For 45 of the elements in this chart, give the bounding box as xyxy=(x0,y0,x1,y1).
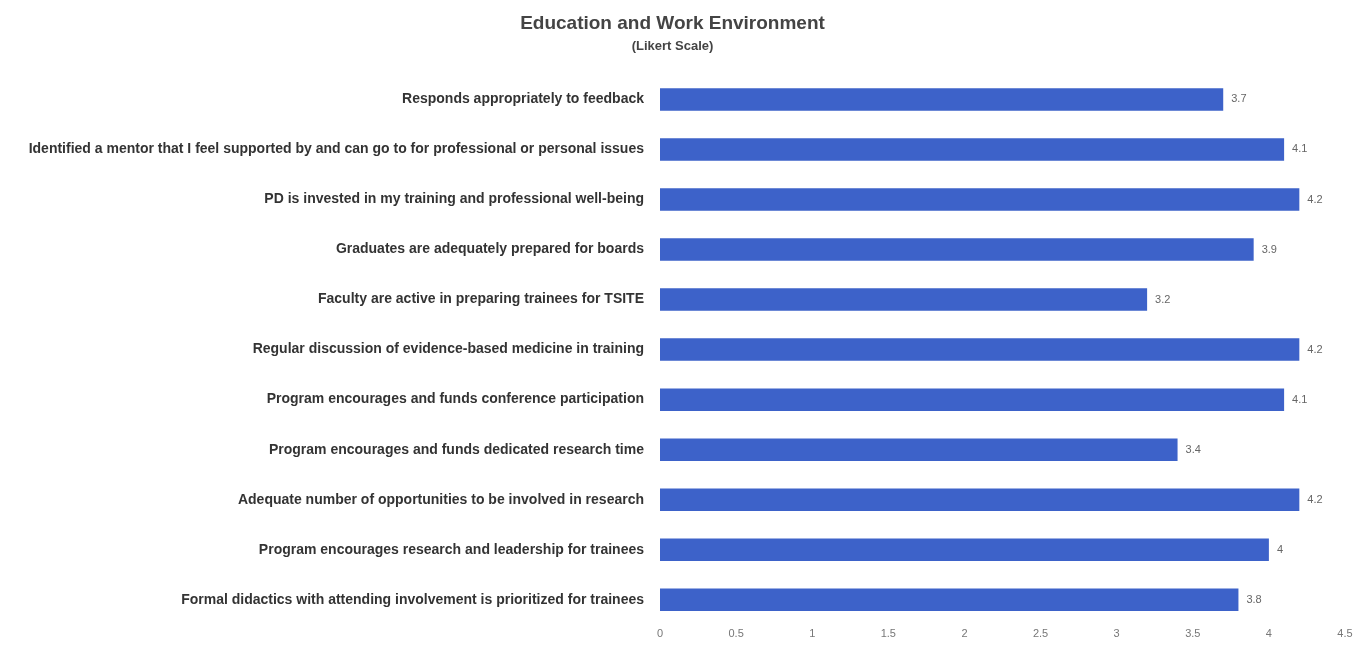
data-label: 4 xyxy=(1276,542,1284,555)
y-tick-label: Adequate number of opportunities to be involved in research xyxy=(237,490,644,507)
x-tick-label: 4.5 xyxy=(1337,627,1353,640)
bar xyxy=(660,438,1178,461)
bar xyxy=(660,388,1285,411)
data-label: 4.2 xyxy=(1307,192,1323,205)
data-label: 3.7 xyxy=(1231,92,1247,105)
x-tick-label: 2 xyxy=(961,627,968,640)
x-tick-label: 0 xyxy=(656,627,664,640)
bar xyxy=(660,488,1300,511)
data-label: 3.9 xyxy=(1261,242,1277,255)
bar xyxy=(660,588,1239,612)
bar xyxy=(660,288,1148,311)
bar xyxy=(660,88,1224,111)
data-label: 4.1 xyxy=(1292,392,1308,405)
x-tick-label: 2.5 xyxy=(1032,627,1049,640)
y-tick-label: Formal didactics with attending involvement is prioritized for trainees xyxy=(181,590,645,607)
x-tick-label: 4 xyxy=(1265,627,1272,640)
x-tick-label: 1.5 xyxy=(880,627,896,640)
x-tick-label: 0.5 xyxy=(728,627,744,640)
chart-subtitle: (Likert Scale) xyxy=(631,38,714,54)
y-tick-label: Program encourages and funds dedicated research time xyxy=(268,440,645,457)
data-label: 4.2 xyxy=(1307,342,1323,355)
y-tick-label: PD is invested in my training and professional well-being xyxy=(264,190,644,207)
y-tick-label: Faculty are active in preparing trainees for TSITE xyxy=(318,290,644,307)
chart-title: Education and Work Environment xyxy=(520,11,826,33)
bar xyxy=(660,238,1254,261)
x-tick-label: 1 xyxy=(809,627,816,640)
bar xyxy=(660,538,1269,561)
data-label: 3.8 xyxy=(1246,592,1262,605)
bar xyxy=(660,188,1300,211)
bar xyxy=(660,338,1300,361)
bar xyxy=(660,138,1285,161)
y-tick-label: Graduates are adequately prepared for boards xyxy=(335,240,645,257)
data-label: 4.1 xyxy=(1292,142,1308,155)
data-label: 4.2 xyxy=(1307,492,1323,505)
y-tick-label: Program encourages research and leadership for trainees xyxy=(258,540,645,557)
y-tick-label: Identified a mentor that I feel supported by and can go to for professional or personal issues xyxy=(28,140,645,157)
y-tick-label: Regular discussion of evidence-based medicine in training xyxy=(252,340,644,357)
data-label: 3.4 xyxy=(1185,442,1201,455)
x-tick-label: 3 xyxy=(1113,627,1120,640)
data-label: 3.2 xyxy=(1155,292,1171,305)
x-tick-label: 3.5 xyxy=(1185,627,1201,640)
y-tick-label: Responds appropriately to feedback xyxy=(402,90,645,107)
y-tick-label: Program encourages and funds conference participation xyxy=(266,390,644,407)
